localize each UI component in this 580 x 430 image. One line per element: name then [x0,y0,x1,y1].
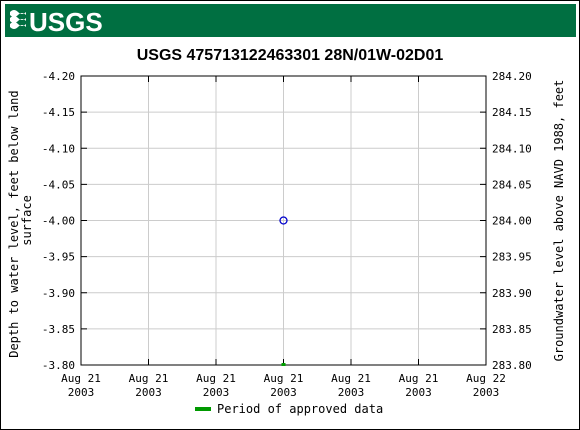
y-axis-right-label: Groundwater level above NAVD 1988, feet [552,80,566,362]
grid [81,76,486,365]
y-right-tick-label: 284.20 [492,70,532,83]
y-axis-left-label-line2: surface [20,195,34,246]
x-tick-label-date: Aug 21 [196,372,236,385]
y-left-tick-label: -3.80 [42,359,75,372]
y-left-tick-label: -4.00 [42,215,75,228]
x-tick-label-date: Aug 21 [264,372,304,385]
x-tick-label-date: Aug 22 [466,372,506,385]
approved-period-mark [281,363,286,366]
usgs-header-banner: USGS [5,4,576,37]
usgs-logo-text: USGS [29,7,103,37]
legend-swatch [195,407,211,411]
y-right-tick-label: 283.80 [492,359,532,372]
legend: Period of approved data [195,402,383,416]
y-axis-right: 284.20 284.15 284.10 284.05 284.00 283.95 283.… [480,70,532,372]
y-axis-left: -4.20 -4.15 -4.10 -4.05 -4.00 -3.95 -3.90 -3.85… [42,70,87,372]
x-tick-label-year: 2003 [338,386,365,399]
x-tick-label-year: 2003 [203,386,230,399]
data-point [279,216,288,225]
y-left-tick-label: -4.15 [42,106,75,119]
chart-title: USGS 475713122463301 28N/01W-02D01 [137,47,444,64]
y-left-tick-label: -3.90 [42,287,75,300]
x-tick-label-year: 2003 [68,386,95,399]
y-left-tick-label: -3.85 [42,323,75,336]
usgs-logo: USGS [5,4,576,37]
banner-background [5,4,576,37]
y-axis-left-label: Depth to water level, feet below land su… [7,83,34,358]
y-right-tick-label: 284.00 [492,215,532,228]
x-tick-label-date: Aug 21 [61,372,101,385]
legend-label: Period of approved data [217,402,383,416]
y-right-tick-label: 284.15 [492,106,532,119]
x-tick-label-year: 2003 [405,386,432,399]
x-tick-label-date: Aug 21 [129,372,169,385]
y-right-tick-label: 284.10 [492,142,532,155]
x-tick-label-year: 2003 [270,386,297,399]
data-marks [279,216,288,366]
usgs-wave-icon [10,10,26,29]
y-left-tick-label: -4.20 [42,70,75,83]
y-left-tick-label: -4.10 [42,142,75,155]
y-left-tick-label: -4.05 [42,178,75,191]
x-tick-label-year: 2003 [135,386,162,399]
y-left-tick-label: -3.95 [42,251,75,264]
x-tick-label-year: 2003 [473,386,500,399]
x-tick-label-date: Aug 21 [331,372,371,385]
y-right-tick-label: 283.95 [492,251,532,264]
y-right-tick-label: 284.05 [492,178,532,191]
y-right-tick-label: 283.90 [492,287,532,300]
y-right-tick-label: 283.85 [492,323,532,336]
y-axis-left-label-line1: Depth to water level, feet below land [7,90,21,357]
x-tick-label-date: Aug 21 [399,372,439,385]
